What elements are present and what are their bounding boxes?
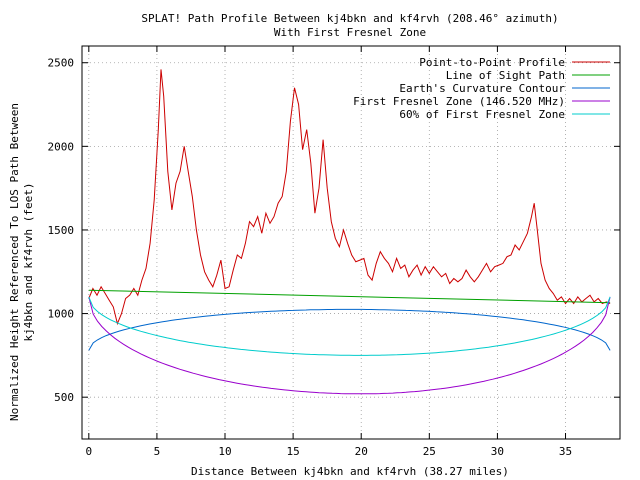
chart-subtitle: With First Fresnel Zone xyxy=(274,26,426,39)
chart-title: SPLAT! Path Profile Between kj4bkn and k… xyxy=(141,12,558,25)
x-tick-label: 5 xyxy=(154,445,161,458)
series-line-fresnel xyxy=(88,296,611,395)
legend-label: Earth's Curvature Contour xyxy=(399,82,565,95)
x-tick-label: 15 xyxy=(286,445,299,458)
y-tick-label: 1500 xyxy=(48,224,75,237)
x-tick-label: 30 xyxy=(491,445,504,458)
x-tick-label: 10 xyxy=(218,445,231,458)
x-tick-label: 25 xyxy=(423,445,436,458)
grid xyxy=(82,46,620,439)
legend-label: Point-to-Point Profile xyxy=(419,56,565,69)
x-tick-label: 20 xyxy=(355,445,368,458)
y-axis-label-line1: Normalized Height Referenced To LOS Path… xyxy=(8,103,21,421)
plot-frame xyxy=(81,45,621,440)
y-tick-label: 2500 xyxy=(48,57,75,70)
legend-label: Line of Sight Path xyxy=(446,69,565,82)
y-axis: 500 1000 1500 2000 2500 xyxy=(48,57,620,404)
y-tick-label: 2000 xyxy=(48,140,75,153)
legend-label: 60% of First Fresnel Zone xyxy=(399,108,565,121)
x-axis: 0 5 10 15 20 25 30 35 xyxy=(85,46,572,458)
x-tick-label: 0 xyxy=(85,445,92,458)
y-axis-label-line2: kj4bkn and kf4rvh (feet) xyxy=(22,183,35,342)
legend-label: First Fresnel Zone (146.520 MHz) xyxy=(353,95,565,108)
series-line-profile xyxy=(88,69,611,326)
series-line-earth xyxy=(88,308,611,351)
x-tick-label: 35 xyxy=(559,445,572,458)
series-line-fresnel60 xyxy=(88,296,611,356)
plot-series xyxy=(88,69,611,395)
x-axis-label: Distance Between kj4bkn and kf4rvh (38.2… xyxy=(191,465,509,478)
y-tick-label: 1000 xyxy=(48,308,75,321)
y-tick-label: 500 xyxy=(54,391,74,404)
series-line-los xyxy=(88,289,611,304)
